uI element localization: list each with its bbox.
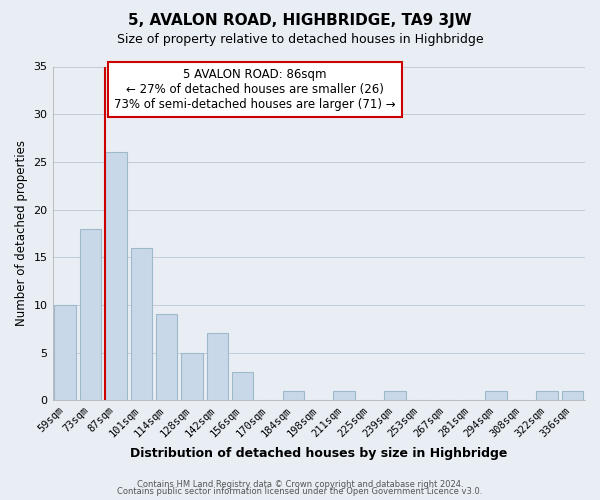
Bar bbox=[485, 390, 507, 400]
Text: Size of property relative to detached houses in Highbridge: Size of property relative to detached ho… bbox=[116, 32, 484, 46]
Text: 5, AVALON ROAD, HIGHBRIDGE, TA9 3JW: 5, AVALON ROAD, HIGHBRIDGE, TA9 3JW bbox=[128, 12, 472, 28]
Bar bbox=[536, 390, 558, 400]
Bar bbox=[384, 390, 406, 400]
Bar bbox=[80, 228, 101, 400]
X-axis label: Distribution of detached houses by size in Highbridge: Distribution of detached houses by size … bbox=[130, 447, 508, 460]
Bar bbox=[334, 390, 355, 400]
Text: 5 AVALON ROAD: 86sqm
← 27% of detached houses are smaller (26)
73% of semi-detac: 5 AVALON ROAD: 86sqm ← 27% of detached h… bbox=[114, 68, 395, 111]
Bar bbox=[181, 352, 203, 400]
Text: Contains public sector information licensed under the Open Government Licence v3: Contains public sector information licen… bbox=[118, 487, 482, 496]
Bar bbox=[283, 390, 304, 400]
Bar bbox=[131, 248, 152, 400]
Bar bbox=[55, 305, 76, 400]
Bar bbox=[206, 334, 228, 400]
Bar bbox=[232, 372, 253, 400]
Bar bbox=[105, 152, 127, 400]
Bar bbox=[156, 314, 178, 400]
Y-axis label: Number of detached properties: Number of detached properties bbox=[15, 140, 28, 326]
Text: Contains HM Land Registry data © Crown copyright and database right 2024.: Contains HM Land Registry data © Crown c… bbox=[137, 480, 463, 489]
Bar bbox=[562, 390, 583, 400]
